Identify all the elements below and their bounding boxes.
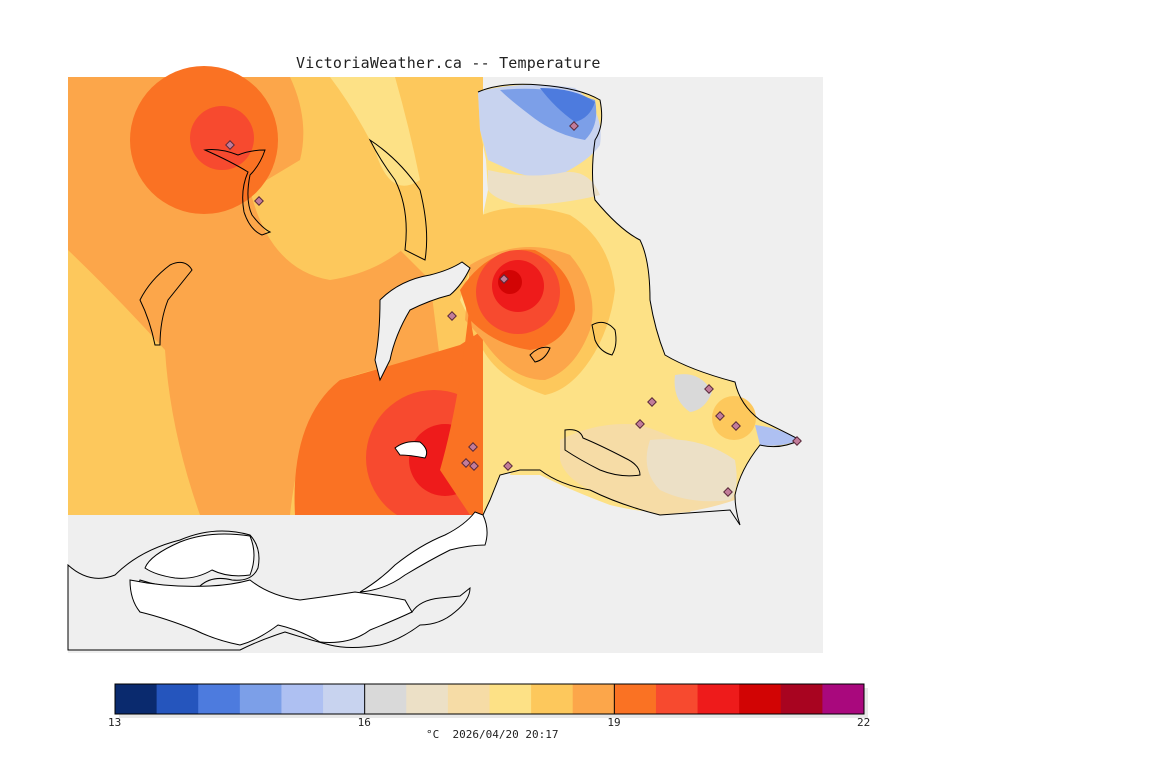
station-marker xyxy=(715,411,725,421)
colorbar-swatch xyxy=(323,684,366,714)
colorbar-swatch xyxy=(489,684,532,714)
coastline xyxy=(67,83,802,651)
station-marker xyxy=(254,196,264,206)
station-marker xyxy=(225,140,235,150)
colorbar-tick-label: 22 xyxy=(857,716,871,729)
station-marker xyxy=(468,442,478,452)
colorbar-swatch xyxy=(697,684,740,714)
colorbar-swatch xyxy=(406,684,449,714)
weather-stations xyxy=(225,121,802,497)
colorbar-swatch xyxy=(364,684,407,714)
colorbar-swatch xyxy=(239,684,282,714)
station-marker xyxy=(792,436,802,446)
station-marker xyxy=(447,311,457,321)
station-marker xyxy=(647,397,657,407)
colorbar xyxy=(114,683,868,718)
colorbar-swatch xyxy=(115,684,158,714)
station-marker xyxy=(704,384,714,394)
map-title: VictoriaWeather.ca -- Temperature xyxy=(296,54,601,72)
station-marker xyxy=(461,458,471,468)
colorbar-swatch xyxy=(822,684,865,714)
colorbar-caption: °C 2026/04/20 20:17 xyxy=(426,728,559,741)
station-marker xyxy=(469,461,479,471)
station-marker xyxy=(723,487,733,497)
station-marker xyxy=(503,461,513,471)
station-marker xyxy=(499,274,509,284)
station-marker xyxy=(731,421,741,431)
station-marker xyxy=(635,419,645,429)
colorbar-swatch xyxy=(614,684,657,714)
colorbar-swatch xyxy=(447,684,490,714)
colorbar-swatch xyxy=(739,684,782,714)
colorbar-tick-label: 19 xyxy=(607,716,621,729)
colorbar-swatch xyxy=(655,684,699,714)
colorbar-swatch xyxy=(572,684,615,714)
colorbar-swatch xyxy=(531,684,574,714)
colorbar-tick-label: 16 xyxy=(357,716,371,729)
colorbar-swatch xyxy=(780,684,823,714)
west-temperature-field xyxy=(68,66,502,526)
colorbar-swatch xyxy=(281,684,324,714)
east-temperature-field xyxy=(440,84,800,516)
station-marker xyxy=(569,121,579,131)
colorbar-swatch xyxy=(156,684,199,714)
colorbar-swatch xyxy=(198,684,241,714)
colorbar-tick-label: 13 xyxy=(108,716,122,729)
